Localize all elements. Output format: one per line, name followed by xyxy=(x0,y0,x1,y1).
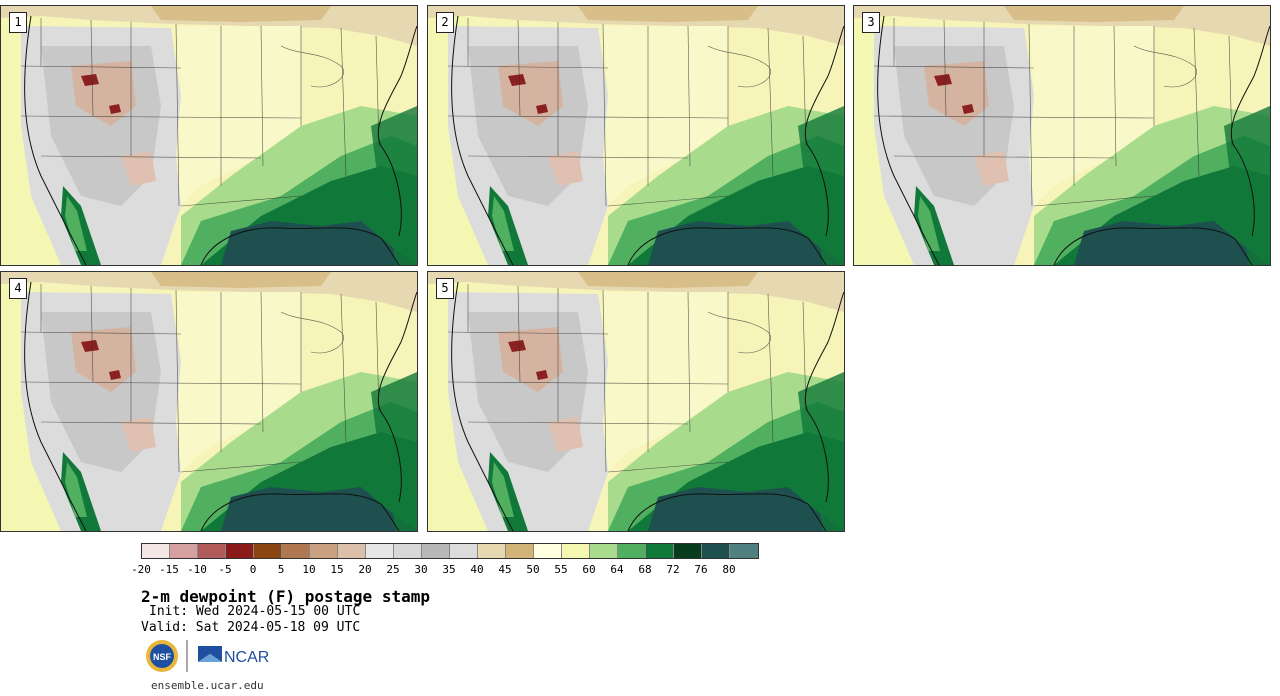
colorbar-cell xyxy=(534,544,562,558)
colorbar-tick-label: 35 xyxy=(442,563,456,576)
colorbar-cell xyxy=(478,544,506,558)
colorbar-tick-label: 15 xyxy=(330,563,344,576)
panel-label: 5 xyxy=(436,278,454,299)
colorbar-tick-label: 20 xyxy=(358,563,372,576)
colorbar-cell xyxy=(254,544,282,558)
colorbar-tick-label: 45 xyxy=(498,563,512,576)
colorbar-cell xyxy=(366,544,394,558)
panel-label: 1 xyxy=(9,12,27,33)
colorbar-tick-label: 5 xyxy=(277,563,285,576)
colorbar-cell xyxy=(338,544,366,558)
nsf-logo-text: NSF xyxy=(153,652,172,662)
nsf-logo-icon: NSF xyxy=(146,640,178,672)
colorbar-cell xyxy=(590,544,618,558)
colorbar-tick-label: 55 xyxy=(554,563,568,576)
colorbar-tick-label: 0 xyxy=(249,563,257,576)
valid-time: Valid: Sat 2024-05-18 09 UTC xyxy=(141,620,361,635)
dewpoint-map xyxy=(428,272,844,531)
colorbar-tick-label: -10 xyxy=(187,563,207,576)
colorbar-cell xyxy=(422,544,450,558)
colorbar-tick-label: -20 xyxy=(131,563,151,576)
colorbar-tick-label: 64 xyxy=(610,563,624,576)
colorbar-cell xyxy=(282,544,310,558)
colorbar-cell xyxy=(170,544,198,558)
map-panel-5: 5 xyxy=(427,271,845,532)
colorbar-tick-label: 10 xyxy=(302,563,316,576)
colorbar-tick-label: 40 xyxy=(470,563,484,576)
map-panel-3: 3 xyxy=(853,5,1271,266)
colorbar-cell xyxy=(618,544,646,558)
dewpoint-map xyxy=(1,6,417,265)
colorbar-tick-label: 60 xyxy=(582,563,596,576)
site-url: ensemble.ucar.edu xyxy=(151,679,264,692)
colorbar-tick-label: -5 xyxy=(218,563,232,576)
dewpoint-map xyxy=(428,6,844,265)
colorbar-tick-label: 68 xyxy=(638,563,652,576)
panel-label: 3 xyxy=(862,12,880,33)
dewpoint-map xyxy=(854,6,1270,265)
colorbar-cell xyxy=(450,544,478,558)
init-time: Init: Wed 2024-05-15 00 UTC xyxy=(149,604,361,619)
colorbar-tick-label: 80 xyxy=(722,563,736,576)
colorbar-tick-label: 50 xyxy=(526,563,540,576)
colorbar-cell xyxy=(674,544,702,558)
page-title: 2-m dewpoint (F) postage stamp xyxy=(141,587,430,606)
colorbar-tick-label: 25 xyxy=(386,563,400,576)
map-panel-1: 1 xyxy=(0,5,418,266)
panel-label: 2 xyxy=(436,12,454,33)
colorbar-tick-label: 76 xyxy=(694,563,708,576)
colorbar-cell xyxy=(394,544,422,558)
colorbar-tick-label: -15 xyxy=(159,563,179,576)
colorbar-cell xyxy=(702,544,730,558)
colorbar-cell xyxy=(198,544,226,558)
colorbar-tick-label: 72 xyxy=(666,563,680,576)
colorbar-cell xyxy=(562,544,590,558)
ncar-logo-icon: NCAR xyxy=(198,646,269,666)
panel-label: 4 xyxy=(9,278,27,299)
map-panel-2: 2 xyxy=(427,5,845,266)
colorbar-tick-label: 30 xyxy=(414,563,428,576)
ncar-logo-text: NCAR xyxy=(224,649,269,666)
logos: NSF NCAR xyxy=(144,638,284,674)
colorbar-cell xyxy=(730,544,758,558)
colorbar xyxy=(141,543,759,559)
map-panel-4: 4 xyxy=(0,271,418,532)
colorbar-cell xyxy=(142,544,170,558)
dewpoint-map xyxy=(1,272,417,531)
colorbar-cell xyxy=(226,544,254,558)
colorbar-cell xyxy=(310,544,338,558)
colorbar-cell xyxy=(646,544,674,558)
colorbar-cell xyxy=(506,544,534,558)
